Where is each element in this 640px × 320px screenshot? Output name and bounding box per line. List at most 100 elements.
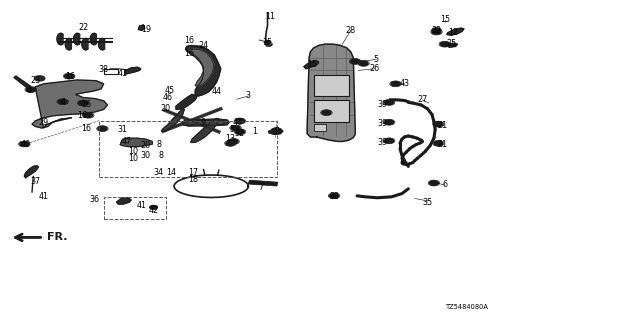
Circle shape: [429, 181, 438, 185]
Text: 33: 33: [329, 192, 339, 201]
Bar: [104, 69, 118, 74]
Text: 16: 16: [184, 36, 194, 45]
Polygon shape: [269, 130, 283, 134]
Circle shape: [236, 119, 244, 123]
Circle shape: [359, 61, 368, 66]
Circle shape: [150, 205, 157, 209]
Circle shape: [35, 76, 45, 81]
Text: 39: 39: [378, 138, 388, 147]
Text: 31: 31: [118, 125, 128, 134]
Bar: [314, 100, 349, 122]
Polygon shape: [304, 61, 319, 69]
Text: 34: 34: [154, 168, 164, 177]
Circle shape: [226, 141, 235, 146]
Text: 8: 8: [156, 140, 161, 149]
Polygon shape: [186, 45, 221, 96]
Text: 18: 18: [188, 175, 198, 184]
Circle shape: [26, 87, 35, 92]
Circle shape: [272, 128, 281, 133]
Circle shape: [440, 42, 449, 46]
Text: 38: 38: [99, 65, 109, 74]
Text: 41: 41: [137, 201, 147, 210]
Text: 11: 11: [265, 12, 275, 21]
Bar: [248, 180, 278, 186]
Text: 2: 2: [274, 127, 279, 136]
Text: 21: 21: [438, 140, 448, 149]
Text: 46: 46: [163, 93, 173, 102]
Polygon shape: [447, 28, 464, 35]
Polygon shape: [138, 25, 145, 30]
Text: 27: 27: [417, 95, 428, 104]
Text: 19: 19: [141, 25, 151, 34]
Text: 5: 5: [229, 125, 234, 134]
Text: 15: 15: [262, 38, 273, 47]
Polygon shape: [82, 38, 88, 50]
Text: TZ5484080A: TZ5484080A: [446, 304, 488, 309]
Polygon shape: [125, 67, 141, 74]
Text: 6: 6: [442, 180, 447, 189]
Text: 20: 20: [160, 104, 170, 113]
Text: 15: 15: [440, 15, 450, 24]
Text: 35: 35: [422, 198, 433, 207]
Text: 28: 28: [346, 26, 356, 35]
Circle shape: [385, 100, 394, 105]
Text: 32: 32: [431, 26, 442, 35]
Text: 16: 16: [184, 49, 194, 58]
Text: 22: 22: [78, 23, 88, 32]
Text: 4: 4: [26, 86, 31, 95]
Circle shape: [20, 142, 29, 146]
Text: 15: 15: [307, 60, 317, 69]
Circle shape: [330, 194, 339, 198]
Text: 5: 5: [374, 55, 379, 64]
Polygon shape: [447, 43, 458, 47]
Circle shape: [98, 126, 107, 131]
Polygon shape: [65, 38, 72, 50]
Circle shape: [231, 126, 240, 130]
Bar: [99, 121, 277, 177]
Circle shape: [351, 59, 360, 64]
Text: 9: 9: [201, 118, 206, 127]
Text: 14: 14: [166, 168, 177, 177]
Text: 13: 13: [225, 134, 236, 143]
Polygon shape: [189, 49, 214, 86]
Circle shape: [264, 41, 271, 44]
Text: 40: 40: [233, 118, 243, 127]
Text: 39: 39: [378, 100, 388, 109]
Text: 8: 8: [159, 151, 164, 160]
Polygon shape: [182, 119, 229, 126]
Text: 47: 47: [122, 137, 132, 146]
Polygon shape: [57, 33, 63, 45]
Text: 10: 10: [128, 148, 138, 156]
Text: 21: 21: [438, 121, 448, 130]
Text: 45: 45: [164, 86, 175, 95]
Text: 10: 10: [128, 154, 138, 163]
Polygon shape: [99, 38, 105, 50]
Circle shape: [65, 74, 74, 78]
Polygon shape: [14, 76, 31, 89]
Polygon shape: [90, 33, 97, 45]
Circle shape: [385, 120, 394, 124]
Circle shape: [229, 139, 238, 144]
Text: 4: 4: [60, 98, 65, 107]
Text: 41: 41: [118, 69, 128, 78]
Circle shape: [434, 141, 443, 146]
Polygon shape: [120, 138, 152, 147]
Polygon shape: [191, 118, 219, 142]
Text: 17: 17: [188, 168, 198, 177]
Text: 36: 36: [90, 195, 100, 204]
Text: 16: 16: [77, 111, 87, 120]
Circle shape: [58, 100, 67, 104]
Text: 24: 24: [198, 41, 209, 50]
Polygon shape: [24, 166, 38, 178]
Text: 41: 41: [38, 192, 49, 201]
Circle shape: [236, 130, 244, 134]
Text: 16: 16: [65, 72, 76, 81]
Text: 16: 16: [81, 100, 92, 109]
Text: 12: 12: [448, 28, 458, 37]
Text: 1: 1: [252, 127, 257, 136]
Text: 3: 3: [246, 92, 251, 100]
Text: 16: 16: [81, 124, 92, 133]
Polygon shape: [307, 44, 355, 141]
Bar: [314, 75, 349, 96]
Text: 37: 37: [30, 177, 40, 186]
